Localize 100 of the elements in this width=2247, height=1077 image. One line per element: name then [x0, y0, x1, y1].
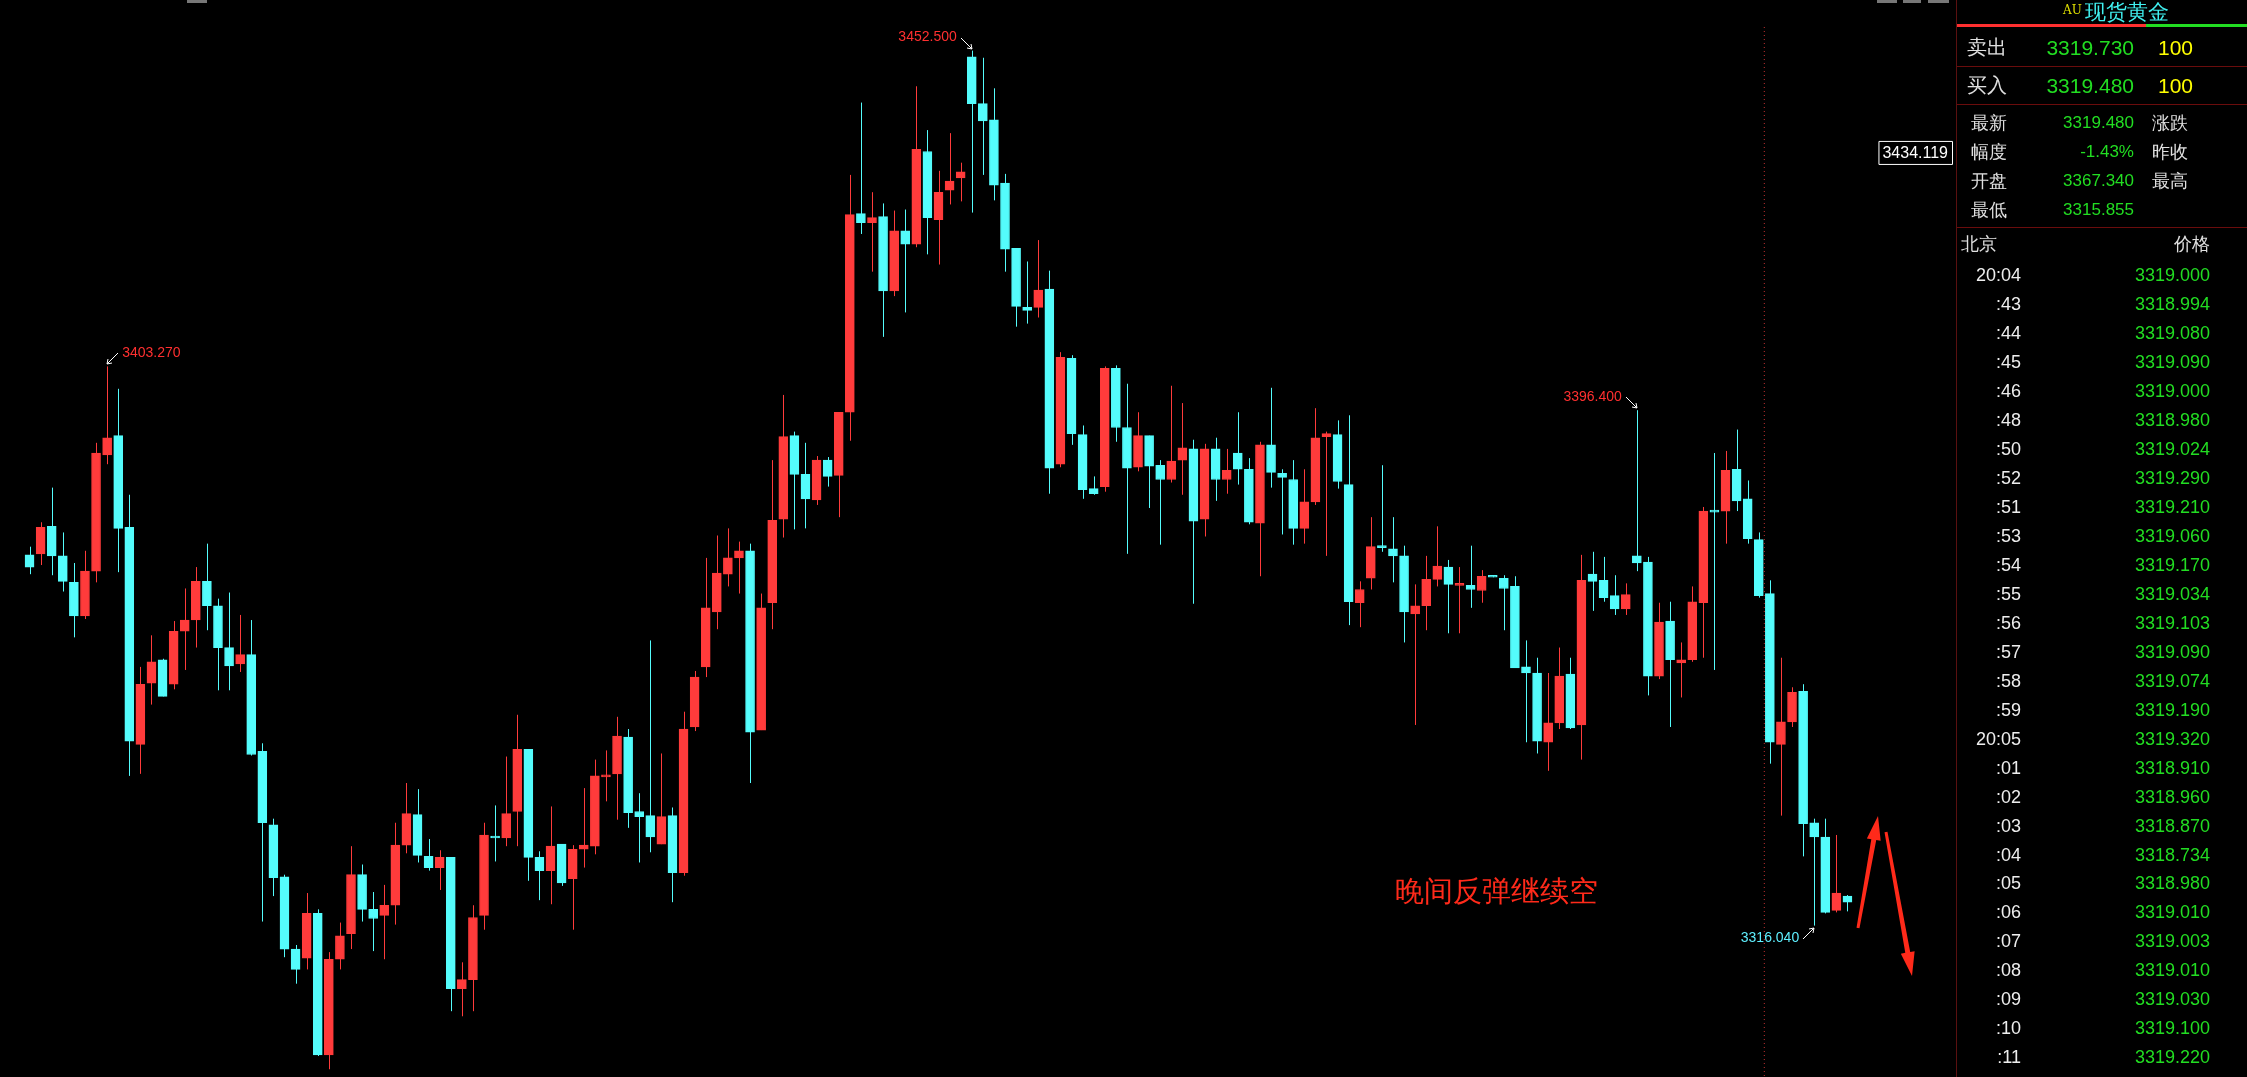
text: 3319.090	[2134, 352, 2210, 372]
candlestick	[202, 543, 212, 631]
text: 3452.500	[898, 28, 957, 45]
text: :02	[1995, 786, 2021, 807]
text: 20:05	[1975, 728, 2021, 749]
candlestick	[290, 944, 301, 985]
text: AU	[2063, 3, 2082, 17]
text: 开盘	[1971, 171, 2007, 192]
candlestick	[235, 614, 245, 673]
text: :01	[1995, 757, 2021, 778]
candlestick	[1155, 459, 1166, 546]
candlestick	[734, 541, 744, 595]
candlestick	[1465, 545, 1476, 609]
text: 3434.119	[1882, 144, 1949, 162]
candlestick	[1277, 468, 1287, 535]
text: 100	[2158, 74, 2194, 98]
candlestick	[1221, 448, 1232, 495]
candlestick	[534, 850, 545, 901]
candlestick	[578, 787, 589, 869]
text: 3319.010	[2134, 902, 2210, 923]
text: 涨跌	[2152, 113, 2188, 134]
text: :50	[1995, 438, 2021, 459]
text: :46	[1995, 380, 2021, 401]
text: 3319.003	[2134, 931, 2210, 952]
text: 3319.100	[2134, 1018, 2210, 1039]
candlestick	[1776, 657, 1786, 817]
text: 卖出	[1967, 36, 2007, 59]
text: :53	[1995, 525, 2021, 546]
text: 3319.190	[2134, 699, 2210, 720]
candlestick	[501, 756, 512, 847]
text: 价格	[2174, 234, 2210, 255]
text: :59	[1995, 699, 2021, 720]
candlestick	[1088, 475, 1099, 496]
candlestick	[146, 634, 157, 706]
text: 3318.980	[2134, 409, 2210, 430]
candlestick	[1377, 464, 1387, 553]
text: 最新	[1971, 113, 2007, 134]
text: :54	[1995, 554, 2021, 575]
candlestick	[1454, 566, 1465, 634]
candlestick	[1676, 641, 1687, 698]
text: :55	[1995, 583, 2021, 604]
text: :45	[1995, 352, 2021, 372]
candlestick	[1410, 583, 1420, 726]
text: 最高	[2152, 171, 2188, 192]
text: :52	[1995, 467, 2021, 488]
annotation: 晚间反弹继续空	[1394, 874, 1598, 907]
text: :06	[1995, 902, 2021, 923]
text: 3318.980	[2134, 873, 2210, 894]
text: 3315.855	[2063, 200, 2134, 220]
text: 3318.870	[2134, 815, 2210, 836]
annotation: 3396.400	[1563, 388, 1623, 405]
text: :56	[1995, 612, 2021, 633]
text: 3319.480	[2063, 113, 2134, 133]
candlestick	[634, 792, 645, 863]
annotation: 3403.270	[122, 344, 181, 361]
text: 3319.210	[2134, 496, 2210, 517]
candlestick	[1321, 431, 1332, 557]
text: 3319.220	[2134, 1047, 2210, 1068]
text: 3319.090	[2134, 641, 2210, 662]
candlestick	[1443, 559, 1454, 634]
text: 幅度	[1971, 142, 2007, 163]
text: 3319.480	[2046, 74, 2134, 98]
text: 3367.340	[2063, 171, 2134, 191]
text: :11	[1997, 1047, 2021, 1068]
candlestick	[822, 456, 833, 488]
candlestick	[1499, 574, 1509, 631]
text: 3319.000	[2134, 380, 2210, 401]
candlestick	[856, 102, 866, 235]
candlestick	[1022, 260, 1033, 325]
candlestick	[800, 442, 811, 529]
text: :44	[1995, 323, 2021, 344]
text: :43	[1995, 294, 2021, 315]
text: 3318.910	[2134, 757, 2210, 778]
candlestick	[1543, 672, 1553, 772]
text: 3319.060	[2134, 525, 2210, 546]
text: :09	[1995, 989, 2021, 1010]
text: :04	[1995, 844, 2021, 865]
text: 3319.030	[2134, 989, 2210, 1010]
text: :57	[1995, 641, 2021, 662]
text: 3319.730	[2046, 36, 2134, 60]
candlestick	[1809, 818, 1820, 927]
candlestick	[224, 592, 234, 691]
text: 现货黄金	[2085, 0, 2169, 23]
candlestick	[335, 922, 345, 970]
text: 3318.734	[2134, 844, 2210, 865]
text: -1.43%	[2080, 142, 2134, 162]
candlestick	[545, 805, 556, 905]
candlestick	[179, 587, 190, 671]
candlestick	[978, 57, 988, 176]
candlestick	[645, 639, 656, 853]
candlestick	[1388, 516, 1398, 583]
candlestick	[867, 191, 877, 273]
text: 3319.103	[2134, 612, 2210, 633]
text: 最低	[1971, 200, 2007, 221]
text: 3319.290	[2134, 467, 2210, 488]
text: 3319.080	[2134, 323, 2210, 344]
text: 3318.994	[2134, 294, 2210, 315]
candlestick	[1609, 574, 1620, 616]
candlestick	[1632, 409, 1642, 572]
candlestick	[900, 209, 911, 313]
